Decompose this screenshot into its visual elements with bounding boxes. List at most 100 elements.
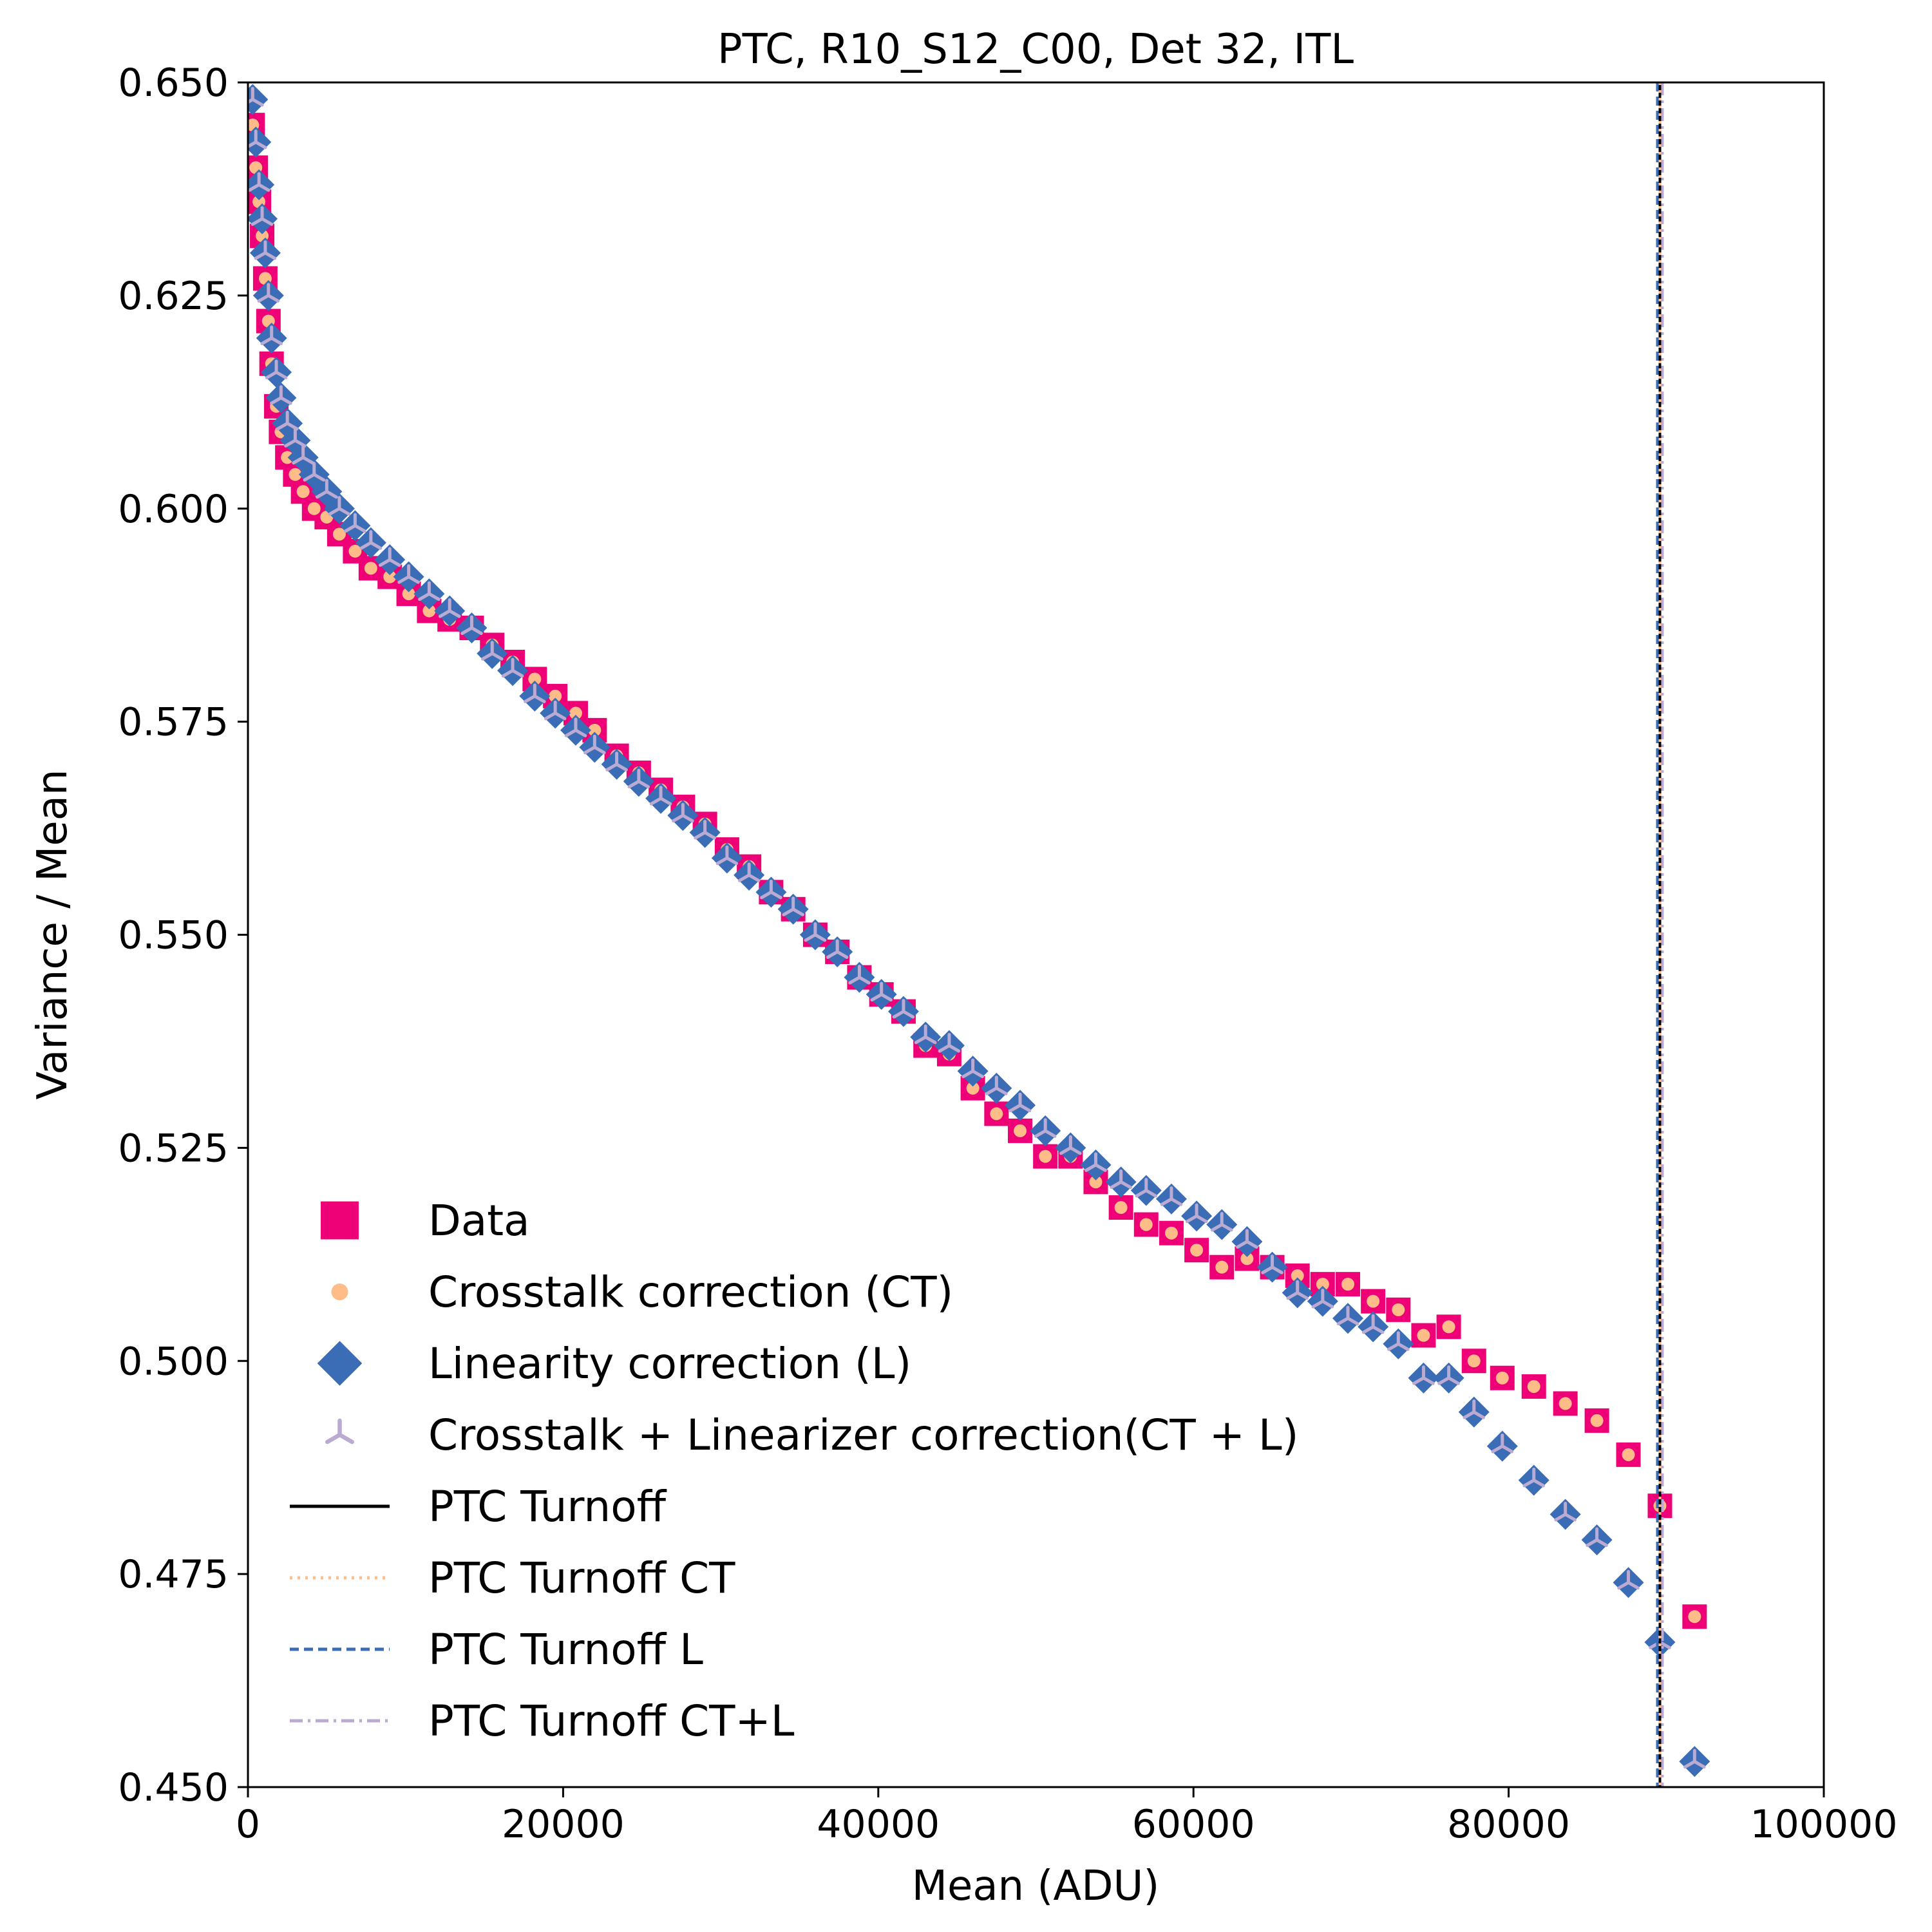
- x-tick-label: 80000: [1447, 1802, 1570, 1847]
- plot-background: [248, 82, 1824, 1787]
- ctl-point: [378, 547, 401, 567]
- legend-swatch: [325, 1418, 354, 1444]
- ctl-point: [397, 564, 420, 584]
- y-axis-label: Variance / Mean: [29, 769, 77, 1099]
- ctl-point: [961, 1058, 984, 1079]
- ct-point: [1190, 1244, 1204, 1257]
- ctl-point: [1311, 1289, 1334, 1309]
- ctl-point: [985, 1075, 1008, 1095]
- ct-point: [1139, 1218, 1153, 1231]
- y-tick-label: 0.550: [118, 913, 229, 958]
- ctl-point: [1110, 1169, 1132, 1189]
- ct-point: [1558, 1397, 1572, 1410]
- ctl-point: [359, 530, 383, 550]
- legend-label: Crosstalk correction (CT): [428, 1267, 953, 1317]
- ctl-point: [544, 700, 567, 721]
- legend-label: PTC Turnoff L: [428, 1625, 703, 1674]
- ct-point: [1392, 1303, 1405, 1316]
- ct-point: [1367, 1294, 1380, 1308]
- ctl-point: [1236, 1229, 1258, 1249]
- ctl-point: [1286, 1280, 1309, 1300]
- ct-point: [1014, 1124, 1027, 1137]
- ctl-point: [328, 496, 351, 516]
- ctl-point: [892, 999, 915, 1019]
- ct-point: [1316, 1278, 1329, 1291]
- ctl-point: [260, 325, 283, 346]
- ctl-point: [672, 802, 694, 823]
- ct-point: [348, 544, 362, 558]
- ctl-point: [303, 462, 326, 482]
- ctl-point: [344, 513, 366, 533]
- ctl-point: [737, 862, 761, 882]
- ctl-point: [265, 359, 288, 379]
- x-tick-label: 20000: [502, 1802, 625, 1847]
- ct-point: [1215, 1260, 1229, 1274]
- ctl-point: [1586, 1527, 1608, 1548]
- legend-label: PTC Turnoff: [428, 1482, 667, 1531]
- x-tick-label: 60000: [1132, 1802, 1255, 1847]
- ct-point: [1495, 1371, 1509, 1385]
- x-tick-label: 0: [236, 1802, 260, 1847]
- ct-point: [966, 1081, 980, 1095]
- legend-swatch: [321, 1201, 359, 1240]
- ct-point: [1527, 1379, 1540, 1393]
- ct-point: [1164, 1226, 1178, 1240]
- legend-entry: PTC Turnoff CT+L: [290, 1696, 795, 1746]
- ctl-point: [418, 581, 440, 601]
- ct-point: [1467, 1354, 1481, 1368]
- ctl-point: [1009, 1092, 1032, 1113]
- ct-point: [422, 604, 436, 618]
- ctl-point: [254, 240, 277, 260]
- ct-point: [569, 706, 582, 720]
- series-layer: [248, 84, 1710, 1777]
- ctl-point: [248, 86, 264, 107]
- ctl-point: [316, 478, 338, 499]
- ctl-point: [1261, 1255, 1283, 1274]
- ct-point: [1039, 1150, 1052, 1163]
- ct-point: [1688, 1610, 1701, 1624]
- y-tick-label: 0.575: [118, 700, 229, 745]
- ctl-point: [248, 129, 267, 149]
- ctl-point: [627, 768, 650, 789]
- ct-point: [332, 527, 346, 541]
- ctl-point: [564, 717, 587, 737]
- ctl-point: [1491, 1434, 1514, 1454]
- legend-entry: PTC Turnoff L: [290, 1625, 703, 1674]
- x-tick-label: 100000: [1750, 1802, 1897, 1847]
- ctl-point: [782, 896, 804, 916]
- ct-point: [402, 587, 415, 601]
- ctl-point: [1554, 1501, 1577, 1522]
- ct-point: [1417, 1329, 1430, 1342]
- legend-entry: Crosstalk correction (CT): [331, 1267, 953, 1317]
- ctl-point: [1617, 1569, 1640, 1590]
- y-axis-ticks: 0.450 0.475 0.500 0.525 0.550 0.575 0.600 0.625…: [118, 61, 248, 1810]
- legend: Data Crosstalk correction (CT) Linearity c…: [290, 1196, 1298, 1746]
- y-tick-label: 0.625: [118, 274, 229, 319]
- legend-entry: PTC Turnoff: [290, 1482, 667, 1531]
- x-axis-ticks: 0 20000 40000 60000 80000 100000: [236, 1787, 1898, 1847]
- ctl-point: [848, 965, 871, 985]
- legend-entry: Crosstalk + Linearizer correction(CT + L…: [325, 1410, 1298, 1460]
- legend-label: Crosstalk + Linearizer correction(CT + L…: [428, 1410, 1298, 1460]
- ctl-point: [1185, 1203, 1208, 1224]
- ct-point: [307, 502, 321, 515]
- ctl-point: [251, 206, 274, 226]
- legend-label: PTC Turnoff CT: [428, 1553, 735, 1603]
- ct-point: [528, 672, 542, 686]
- ctl-point: [649, 786, 672, 806]
- ct-point: [1622, 1448, 1635, 1461]
- ct-point: [588, 723, 601, 737]
- ctl-point: [257, 283, 280, 303]
- series-tri_down: [248, 86, 1706, 1769]
- ctl-point: [1437, 1365, 1460, 1385]
- y-tick-label: 0.500: [118, 1339, 229, 1384]
- y-tick-label: 0.525: [118, 1126, 229, 1171]
- legend-swatch: [331, 1283, 348, 1300]
- ctl-point: [1059, 1135, 1082, 1155]
- ctl-point: [1336, 1305, 1359, 1326]
- ct-point: [289, 468, 302, 481]
- ctl-point: [1034, 1118, 1057, 1138]
- ct-point: [1114, 1201, 1128, 1215]
- x-axis-label: Mean (ADU): [912, 1862, 1160, 1910]
